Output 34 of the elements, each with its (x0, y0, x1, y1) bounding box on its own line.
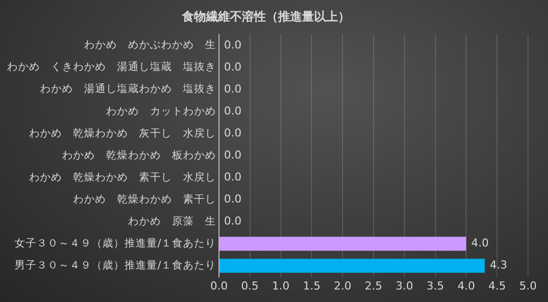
y-tick-label: 女子３０～４９（歳）推進量/１食あたり (14, 236, 216, 250)
x-tick-label: 0.5 (241, 279, 259, 292)
x-tick-label: 4.0 (457, 279, 475, 292)
y-tick-label: わかめ 乾燥わかめ 灰干し 水戻し (29, 126, 216, 140)
y-tick-label: わかめ 乾燥わかめ 素干し 水戻し (29, 170, 216, 184)
x-tick-label: 3.0 (396, 279, 414, 292)
data-label: 0.0 (224, 192, 242, 206)
data-label: 0.0 (224, 60, 242, 74)
y-tick-label: わかめ 乾燥わかめ 素干し (73, 192, 216, 206)
x-tick-label: 2.5 (364, 279, 382, 292)
data-label: 0.0 (224, 38, 242, 52)
data-label: 0.0 (224, 170, 242, 184)
x-tick-label: 2.0 (334, 279, 352, 292)
data-label: 0.0 (224, 148, 242, 162)
data-label: 0.0 (224, 104, 242, 118)
y-tick-label: わかめ 乾燥わかめ 板わかめ (62, 149, 216, 162)
chart-title: 食物繊維不溶性（推進量以上） (181, 9, 350, 24)
data-label: 4.3 (490, 258, 508, 272)
data-label: 0.0 (224, 82, 242, 96)
x-tick-label: 0.0 (210, 279, 228, 292)
y-tick-label: わかめ 湯通し塩蔵わかめ 塩抜き (40, 82, 216, 96)
y-tick-label: わかめ 原藻 生 (128, 214, 216, 228)
x-tick-label: 5.0 (519, 279, 537, 292)
y-tick-label: わかめ カットわかめ (106, 105, 216, 118)
y-tick-label: 男子３０～４９（歳）推進量/１食あたり (14, 258, 216, 272)
y-tick-label: わかめ くきわかめ 湯通し塩蔵 塩抜き (7, 60, 216, 74)
x-tick-label: 1.0 (272, 279, 290, 292)
x-tick-label: 4.5 (488, 279, 506, 292)
data-label: 0.0 (224, 126, 242, 140)
data-label: 0.0 (224, 214, 242, 228)
y-tick-label: わかめ めかぶわかめ 生 (84, 38, 216, 52)
x-tick-label: 3.5 (426, 279, 444, 292)
x-tick-label: 1.5 (302, 279, 320, 292)
data-label: 4.0 (471, 236, 489, 250)
